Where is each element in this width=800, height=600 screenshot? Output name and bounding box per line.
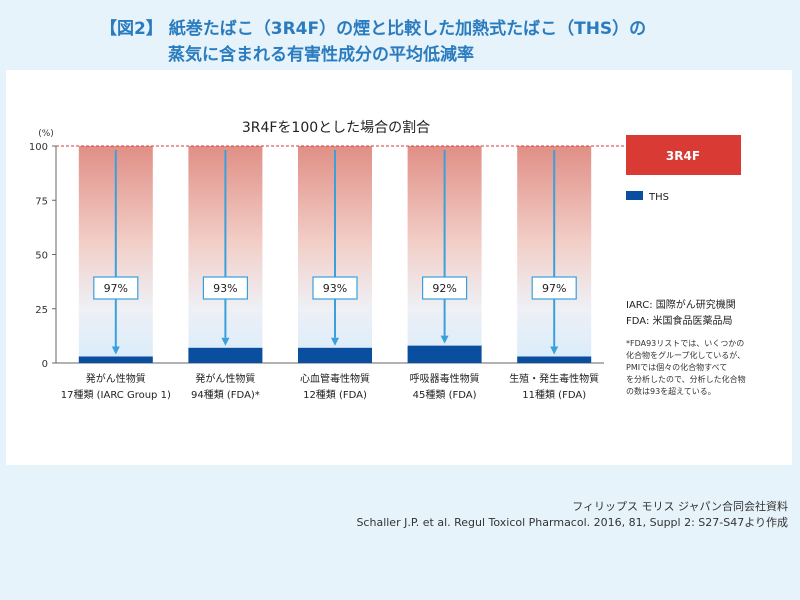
- y-tick-label: 100: [29, 142, 48, 153]
- y-tick-label: 50: [35, 251, 48, 262]
- footnote-line: を分析したので、分析した化合物: [626, 374, 746, 384]
- chart-title: 3R4Fを100とした場合の割合: [242, 119, 430, 136]
- x-tick-label: 45種類 (FDA): [413, 388, 477, 401]
- reduction-label: 93%: [213, 282, 237, 295]
- header: 【図2】 紙巻たばこ（3R4F）の煙と比較した加熱式たばこ（THS）の 蒸気に含…: [0, 0, 800, 70]
- reduction-arrow-head: [111, 346, 120, 355]
- reduction-label: 92%: [432, 282, 456, 295]
- bar-ths: [298, 347, 372, 363]
- x-tick-label: 生殖・発生毒性物質: [509, 372, 599, 385]
- legend-ths-swatch: [626, 191, 643, 200]
- y-tick-label: 25: [35, 305, 48, 316]
- legend-ths-label: THS: [648, 192, 669, 203]
- note-fda: FDA: 米国食品医薬品局: [626, 314, 733, 327]
- y-axis-label: (%): [38, 129, 54, 139]
- y-tick-label: 75: [35, 196, 48, 207]
- page-title-line2: 蒸気に含まれる有害性成分の平均低減率: [168, 45, 474, 65]
- reduction-label-box: [312, 276, 358, 300]
- bars-group: 97% 93% 93% 92% 97%: [56, 145, 624, 363]
- bar-ths: [188, 347, 263, 363]
- chart-svg: 3R4Fを100とした場合の割合 (%) 0 25 50 75 100 97% 93% 93…: [29, 119, 746, 401]
- x-tick-label: 12種類 (FDA): [303, 388, 367, 401]
- footnote-line: 化合物をグループ化しているが、: [626, 350, 745, 360]
- reduction-label-box: [422, 276, 468, 300]
- x-tick-label: 心血管毒性物質: [300, 372, 370, 385]
- footnote-line: PMIでは個々の化合物すべて: [626, 362, 727, 372]
- note-iarc: IARC: 国際がん研究機関: [626, 298, 736, 311]
- reduction-label-box: [531, 276, 577, 300]
- x-axis-labels: 発がん性物質 17種類 (IARC Group 1) 発がん性物質 94種類 (FDA…: [61, 372, 599, 401]
- y-tick-label: 0: [42, 359, 48, 370]
- reduction-label: 93%: [323, 282, 347, 295]
- footnote-line: の数は93を超えている。: [626, 386, 716, 396]
- x-tick-label: 17種類 (IARC Group 1): [61, 388, 171, 401]
- bar-ths: [78, 356, 153, 363]
- reduction-label: 97%: [104, 282, 128, 295]
- reduction-arrow-head: [550, 346, 559, 355]
- legend-3r4f-swatch: [626, 135, 741, 175]
- reduction-arrow-head: [331, 337, 339, 346]
- x-tick-label: 発がん性物質: [195, 372, 255, 385]
- source-citation: Schaller J.P. et al. Regul Toxicol Pharm…: [356, 516, 788, 529]
- reduction-label: 97%: [542, 282, 566, 295]
- source-company: フィリップス モリス ジャパン合同会社資料: [572, 500, 788, 513]
- page-title-line1: 【図2】 紙巻たばこ（3R4F）の煙と比較した加熱式たばこ（THS）の: [100, 19, 647, 39]
- legend-3r4f-label: 3R4F: [666, 149, 700, 163]
- x-tick-label: 呼吸器毒性物質: [410, 372, 480, 385]
- x-tick-label: 94種類 (FDA)*: [191, 388, 260, 401]
- reduction-arrow-head: [221, 337, 230, 346]
- x-tick-label: 発がん性物質: [86, 372, 146, 385]
- x-tick-label: 11種類 (FDA): [522, 388, 586, 401]
- reduction-arrow-head: [440, 335, 449, 344]
- bar-ths: [517, 356, 592, 363]
- chart-panel: 3R4Fを100とした場合の割合 (%) 0 25 50 75 100 97% 93% 93…: [6, 70, 792, 465]
- reduction-label-box: [202, 276, 248, 300]
- reduction-label-box: [93, 276, 139, 300]
- bar-ths: [407, 345, 482, 363]
- footnote-line: *FDA93リストでは、いくつかの: [626, 339, 744, 348]
